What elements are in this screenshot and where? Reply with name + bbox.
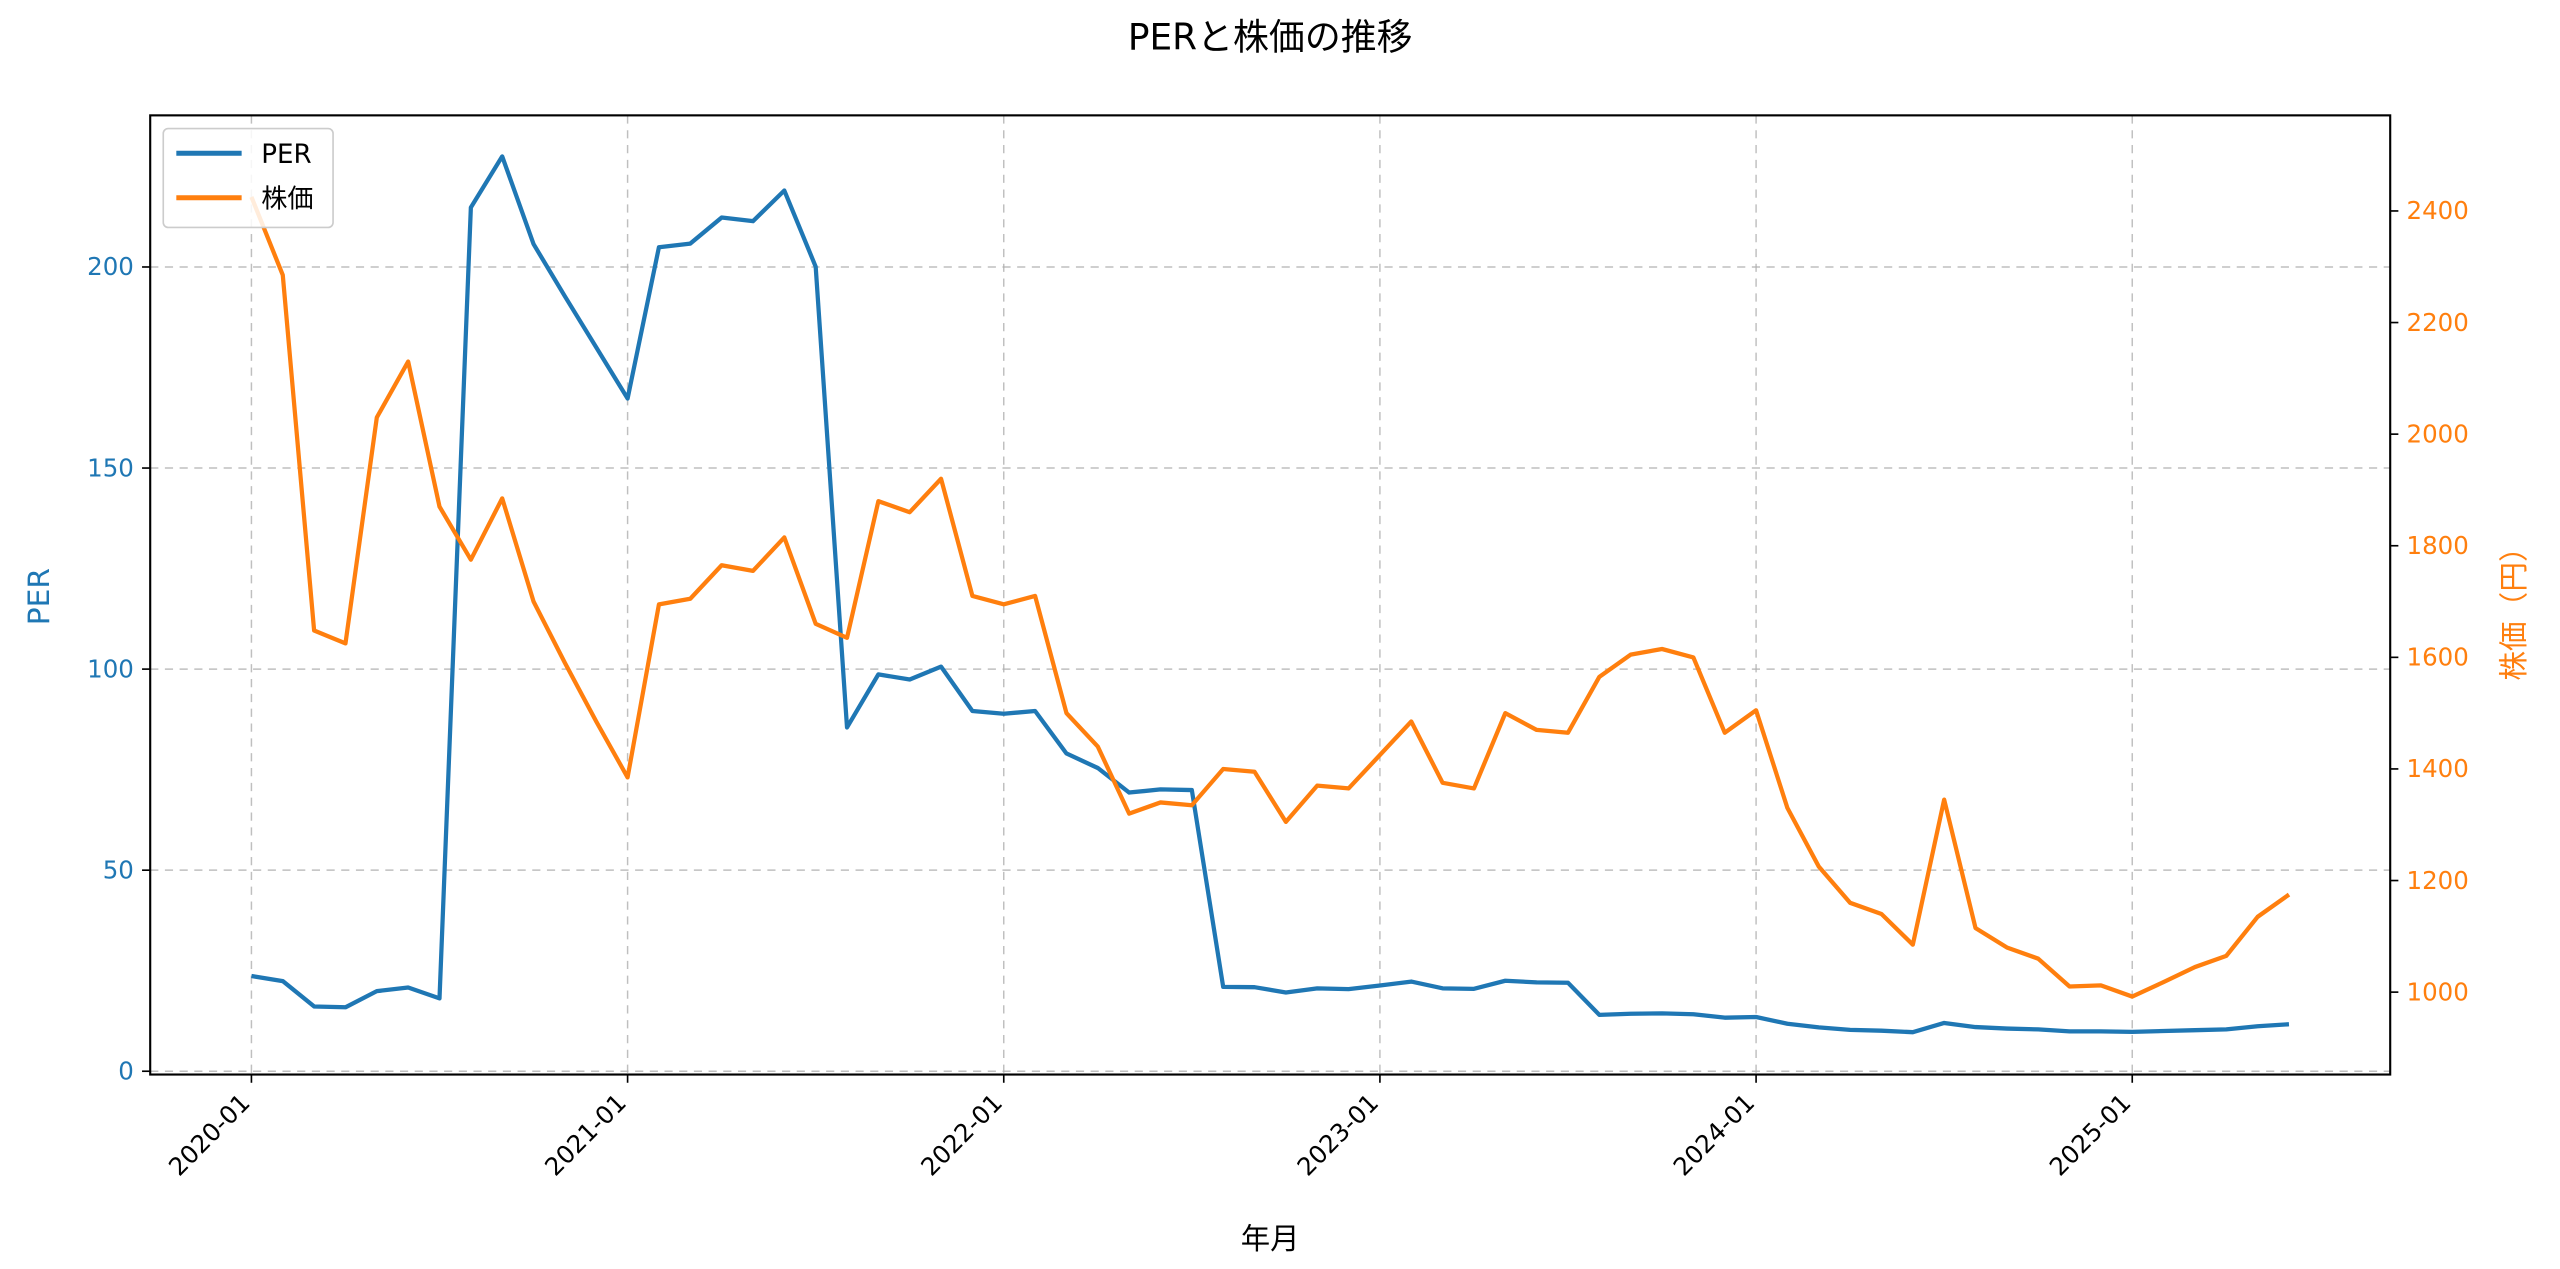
y-tick-label: 50 [103,855,134,884]
y-axis-left-label: PER [22,568,56,625]
y-right-tick-label: 2000 [2407,419,2469,448]
plot-frame [149,114,2392,1076]
x-tick-label: 2022-01 [915,1088,1008,1182]
y-axis-left: 0 50 100 150 200 [87,252,151,1086]
x-tick-label: 2024-01 [1668,1088,1761,1182]
x-tick-label: 2020-01 [163,1088,256,1182]
y-tick-label: 150 [87,453,134,482]
legend-label-price: 株価 [261,185,313,215]
y-tick-label: 0 [118,1056,134,1085]
x-tick-label: 2023-01 [1291,1088,1384,1182]
y-right-tick-label: 1000 [2407,977,2469,1006]
legend: PER 株価 [162,127,334,229]
x-tick-label: 2025-01 [2044,1088,2137,1182]
y-tick-label: 100 [87,654,134,683]
y-right-tick-label: 2400 [2407,196,2469,225]
legend-label-per: PER [261,140,311,170]
series-lines [249,154,2291,1035]
x-axis-label: 年月 [1241,1222,1300,1256]
x-tick-label: 2021-01 [539,1088,632,1182]
series-line-price [249,196,2291,999]
series-line-per [251,154,2290,1035]
y-right-tick-label: 1200 [2407,866,2469,895]
chart-title: PERと株価の推移 [1128,16,1413,58]
y-right-tick-label: 1400 [2407,754,2469,783]
y-axis-right: 1000 1200 1400 1600 1800 2000 2200 2400 [2390,196,2469,1006]
y-right-tick-label: 1600 [2407,642,2469,671]
x-axis: 2020-01 2021-01 2022-01 2023-01 2024-01 2025-… [163,1074,2137,1182]
y-right-tick-label: 1800 [2407,531,2469,560]
y-axis-right-label: 株価（円） [2497,532,2531,680]
y-right-tick-label: 2200 [2407,308,2469,337]
y-tick-label: 200 [87,252,134,281]
gridlines [150,115,2391,1075]
